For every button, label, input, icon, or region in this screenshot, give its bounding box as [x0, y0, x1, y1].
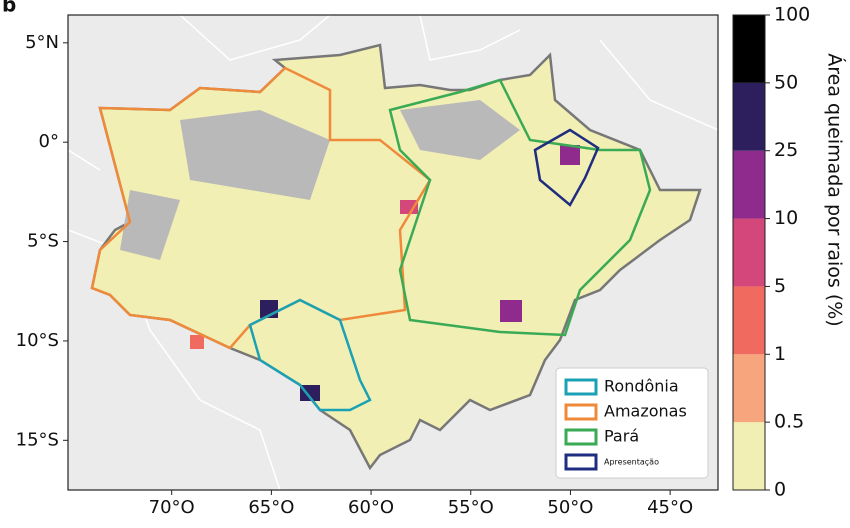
y-tick-label: 10°S — [16, 330, 59, 351]
x-tick-label: 70°O — [149, 497, 195, 518]
para-outline — [388, 78, 652, 337]
colorbar-segment — [733, 82, 765, 151]
rondonia-outline — [248, 298, 372, 412]
colorbar-segment — [733, 15, 765, 83]
legend-label: Amazonas — [604, 402, 687, 421]
legend-swatch — [564, 378, 598, 396]
apresentacao-outline — [533, 128, 600, 207]
y-tick-label: 5°S — [27, 231, 59, 252]
colorbar-tick-label: 1 — [774, 343, 786, 365]
country-borders — [68, 15, 718, 490]
colorbar-tick-label: 50 — [774, 71, 798, 93]
x-tick-label: 45°O — [647, 497, 693, 518]
no-data-areas — [120, 100, 520, 260]
colorbar-segment — [733, 286, 765, 355]
y-tick-label: 15°S — [16, 429, 59, 450]
colorbar-tick-label: 100 — [774, 4, 810, 26]
legend-label: Apresentação — [604, 458, 659, 467]
colorbar-frame — [732, 14, 766, 491]
colorbar-tick-label: 10 — [774, 207, 798, 229]
panel-label: b — [2, 0, 16, 17]
x-tick-label: 60°O — [348, 497, 394, 518]
legend-label: Pará — [604, 427, 639, 446]
colorbar-tick-label: 0.5 — [774, 411, 804, 433]
legend-swatch — [564, 428, 598, 446]
y-tick-label: 5°N — [25, 32, 59, 53]
x-tick-label: 55°O — [448, 497, 494, 518]
x-tick-label: 50°O — [547, 497, 593, 518]
colorbar-tick-label: 5 — [774, 275, 786, 297]
map-frame — [67, 14, 719, 491]
colorbar-segment — [733, 354, 765, 423]
map-area — [68, 15, 718, 490]
colorbar-segment — [733, 218, 765, 287]
legend-label: Rondônia — [604, 377, 679, 396]
colorbar-label: Área queimada por raios (%) — [824, 53, 847, 326]
legend: Rondônia Amazonas Pará Apresentação — [555, 367, 709, 479]
y-tick-label: 0° — [39, 131, 59, 152]
legend-swatch — [564, 403, 598, 421]
colorbar-segment — [733, 422, 765, 490]
amazonas-outline — [90, 66, 432, 350]
colorbar-segment — [733, 150, 765, 219]
legend-swatch — [564, 453, 598, 471]
colorbar-tick-label: 0 — [774, 479, 786, 501]
x-tick-label: 65°O — [248, 497, 294, 518]
colorbar-tick-label: 25 — [774, 139, 798, 161]
